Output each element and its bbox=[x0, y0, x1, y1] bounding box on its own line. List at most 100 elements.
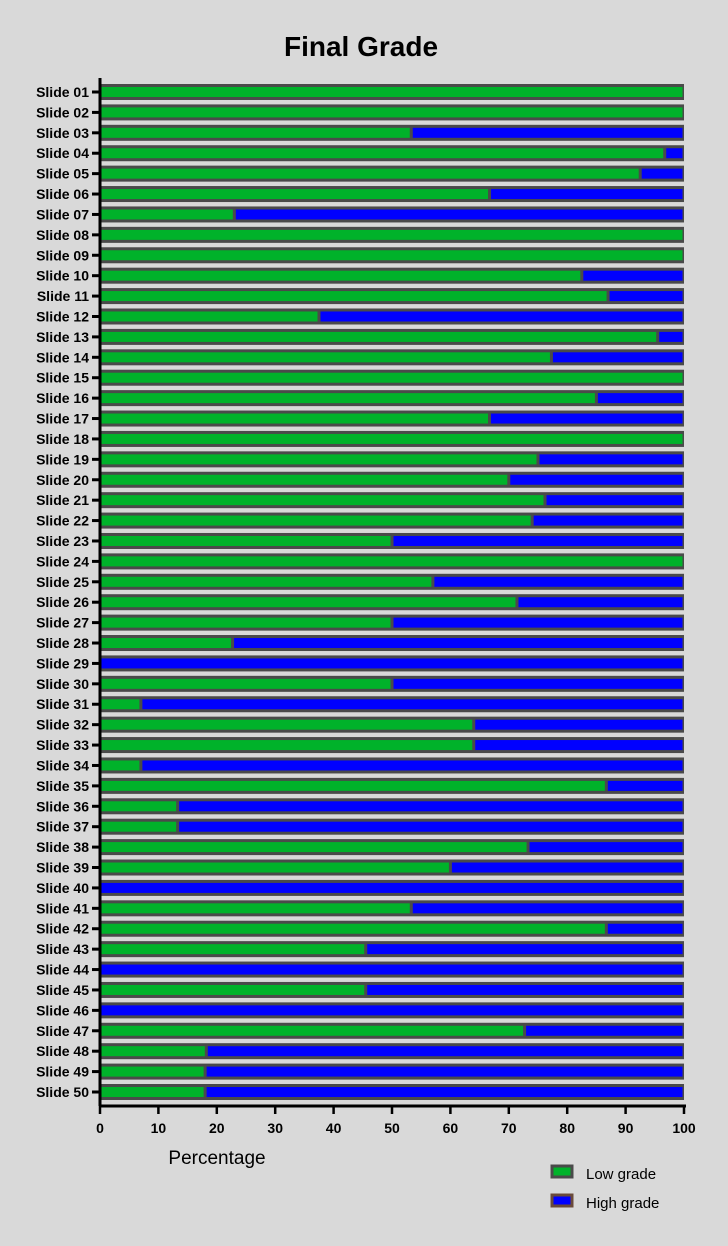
bar-low-grade bbox=[100, 740, 473, 751]
y-tick-label: Slide 04 bbox=[36, 145, 89, 161]
y-tick-label: Slide 49 bbox=[36, 1064, 89, 1080]
x-tick-label: 90 bbox=[618, 1120, 634, 1136]
bar-low-grade bbox=[100, 433, 683, 444]
x-tick-label: 70 bbox=[501, 1120, 517, 1136]
chart-title: Final Grade bbox=[284, 31, 438, 62]
x-tick-label: 80 bbox=[559, 1120, 575, 1136]
y-tick-label: Slide 39 bbox=[36, 860, 89, 876]
bar-high-grade bbox=[597, 393, 683, 404]
legend: Low grade High grade bbox=[550, 1164, 659, 1212]
bar-high-grade bbox=[434, 576, 683, 587]
bar-low-grade bbox=[100, 576, 432, 587]
bar-low-grade bbox=[100, 352, 550, 363]
y-tick-label: Slide 30 bbox=[36, 676, 89, 692]
bar-low-grade bbox=[100, 331, 657, 342]
bar-high-grade bbox=[367, 984, 683, 995]
bar-high-grade bbox=[206, 1087, 683, 1097]
bar-low-grade bbox=[100, 270, 581, 281]
bar-low-grade bbox=[100, 699, 140, 710]
y-tick-label: Slide 34 bbox=[36, 757, 89, 773]
bar-high-grade bbox=[607, 923, 683, 934]
bar-low-grade bbox=[100, 250, 683, 261]
bar-high-grade bbox=[546, 495, 683, 506]
y-tick-label: Slide 17 bbox=[36, 411, 89, 427]
bar-low-grade bbox=[100, 229, 683, 240]
y-tick-label: Slide 10 bbox=[36, 268, 89, 284]
bar-high-grade bbox=[539, 454, 683, 465]
bar-high-grade bbox=[101, 882, 683, 893]
y-tick-label: Slide 27 bbox=[36, 615, 89, 631]
bar-low-grade bbox=[100, 515, 531, 526]
legend-swatch-high bbox=[550, 1193, 574, 1208]
bar-high-grade bbox=[367, 944, 683, 955]
bar-high-grade bbox=[101, 658, 683, 669]
bar-low-grade bbox=[100, 1046, 205, 1057]
y-tick-label: Slide 05 bbox=[36, 166, 89, 182]
y-tick-label: Slide 48 bbox=[36, 1043, 89, 1059]
bar-low-grade bbox=[100, 923, 605, 934]
y-tick-label: Slide 12 bbox=[36, 308, 89, 324]
y-tick-label: Slide 46 bbox=[36, 1002, 89, 1018]
x-tick-label: 40 bbox=[326, 1120, 342, 1136]
bar-low-grade bbox=[100, 413, 489, 424]
y-tick-label: Slide 29 bbox=[36, 655, 89, 671]
y-tick-label: Slide 18 bbox=[36, 431, 89, 447]
x-tick-label: 100 bbox=[672, 1120, 696, 1136]
y-tick-label: Slide 02 bbox=[36, 104, 89, 120]
x-tick-label: 0 bbox=[96, 1120, 104, 1136]
bar-high-grade bbox=[101, 964, 683, 975]
bar-high-grade bbox=[179, 801, 683, 812]
legend-item-low: Low grade bbox=[550, 1164, 656, 1183]
bar-low-grade bbox=[100, 597, 516, 608]
bar-high-grade bbox=[393, 535, 683, 546]
bar-low-grade bbox=[100, 474, 508, 485]
bar-low-grade bbox=[100, 291, 607, 302]
y-tick-label: Slide 21 bbox=[36, 492, 89, 508]
y-tick-label: Slide 11 bbox=[37, 288, 89, 304]
bar-low-grade bbox=[100, 209, 233, 220]
bar-low-grade bbox=[100, 87, 683, 97]
y-tick-label: Slide 15 bbox=[36, 370, 89, 386]
y-tick-label: Slide 42 bbox=[36, 921, 89, 937]
bar-low-grade bbox=[100, 944, 365, 955]
bar-high-grade bbox=[529, 842, 683, 853]
y-tick-label: Slide 44 bbox=[36, 962, 89, 978]
y-tick-label: Slide 01 bbox=[36, 84, 89, 100]
bar-high-grade bbox=[510, 474, 683, 485]
bar-low-grade bbox=[100, 821, 177, 832]
bar-low-grade bbox=[100, 862, 449, 873]
bar-low-grade bbox=[100, 535, 391, 546]
bar-high-grade bbox=[142, 699, 683, 710]
y-tick-label: Slide 03 bbox=[36, 125, 89, 141]
bar-high-grade bbox=[179, 821, 683, 832]
y-tick-label: Slide 19 bbox=[36, 451, 89, 467]
bar-low-grade bbox=[100, 678, 391, 689]
y-tick-label: Slide 08 bbox=[36, 227, 89, 243]
y-tick-label: Slide 47 bbox=[36, 1023, 89, 1039]
bar-high-grade bbox=[206, 1066, 683, 1077]
y-tick-label: Slide 20 bbox=[36, 472, 89, 488]
bar-high-grade bbox=[235, 209, 683, 220]
y-tick-label: Slide 33 bbox=[36, 737, 89, 753]
bar-low-grade bbox=[100, 556, 683, 567]
y-tick-label: Slide 23 bbox=[36, 533, 89, 549]
legend-label-high: High grade bbox=[586, 1195, 659, 1212]
legend-item-high: High grade bbox=[550, 1193, 659, 1212]
bar-high-grade bbox=[518, 597, 683, 608]
legend-label-low: Low grade bbox=[586, 1166, 656, 1183]
bar-high-grade bbox=[234, 638, 683, 649]
bar-high-grade bbox=[393, 617, 683, 628]
y-tick-label: Slide 45 bbox=[36, 982, 89, 998]
bar-high-grade bbox=[491, 189, 683, 200]
x-tick-label: 50 bbox=[384, 1120, 400, 1136]
bar-low-grade bbox=[100, 454, 537, 465]
y-tick-label: Slide 24 bbox=[36, 553, 89, 569]
y-tick-label: Slide 37 bbox=[36, 819, 89, 835]
bar-high-grade bbox=[491, 413, 683, 424]
bar-low-grade bbox=[100, 1025, 524, 1036]
y-tick-label: Slide 41 bbox=[36, 900, 89, 916]
bar-low-grade bbox=[100, 617, 391, 628]
bar-low-grade bbox=[100, 638, 232, 649]
y-tick-label: Slide 13 bbox=[36, 329, 89, 345]
bar-low-grade bbox=[100, 372, 683, 383]
